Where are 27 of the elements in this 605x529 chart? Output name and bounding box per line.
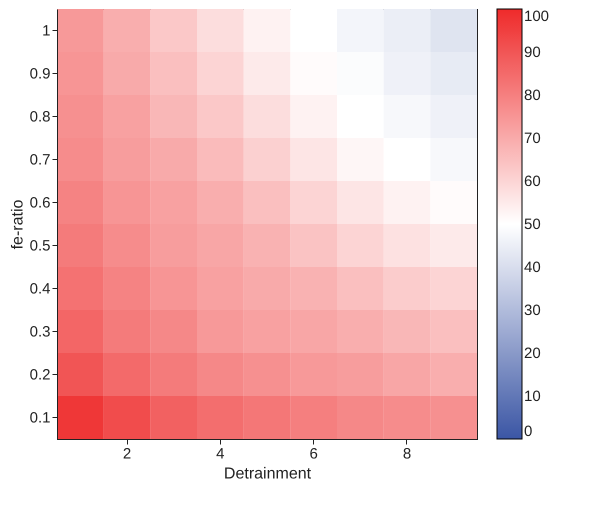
y-tick-label: 0.9 bbox=[30, 66, 50, 82]
color-bar-label: 10 bbox=[524, 388, 541, 405]
y-tick-label: 0.5 bbox=[30, 238, 50, 254]
x-tick-label: 2 bbox=[122, 446, 132, 462]
color-bar-label: 20 bbox=[524, 345, 541, 362]
color-bar-label: 30 bbox=[524, 302, 541, 319]
color-bar-label: 100 bbox=[524, 8, 550, 25]
color-bar-label: 50 bbox=[524, 216, 541, 233]
y-tick-label: 0.4 bbox=[30, 280, 50, 298]
y-tick-label: 0.3 bbox=[30, 324, 50, 340]
x-tick-label: 4 bbox=[216, 446, 225, 462]
y-tick-label: 0.2 bbox=[30, 366, 50, 384]
y-tick-label: 0.1 bbox=[30, 410, 50, 426]
y-tick-label: 0.7 bbox=[30, 152, 50, 168]
color-bar-label: 70 bbox=[524, 130, 541, 147]
x-tick-label: 8 bbox=[402, 446, 412, 462]
x-axis-title: Detrainment bbox=[224, 466, 312, 482]
color-bar-label: 40 bbox=[524, 259, 541, 276]
y-tick-label: 0.6 bbox=[30, 194, 50, 212]
x-tick-label: 6 bbox=[309, 446, 318, 462]
y-tick-label: 1 bbox=[42, 22, 50, 40]
y-tick-label: 0.8 bbox=[30, 108, 50, 126]
color-bar-label: 60 bbox=[524, 173, 541, 190]
color-bar-label: 80 bbox=[524, 87, 541, 104]
color-bar-label: 0 bbox=[524, 423, 532, 440]
color-bar-label: 90 bbox=[524, 44, 541, 61]
y-axis-title: fe-ratio bbox=[10, 200, 27, 250]
